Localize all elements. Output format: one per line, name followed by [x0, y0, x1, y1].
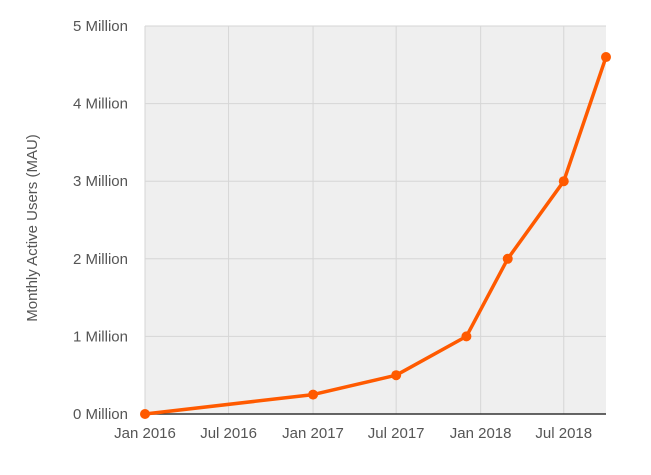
x-tick-label: Jan 2016	[114, 425, 176, 442]
data-point	[558, 176, 569, 187]
data-point	[140, 409, 150, 419]
y-tick-label: 0 Million	[73, 406, 128, 423]
plot-background	[145, 26, 606, 414]
y-tick-label: 2 Million	[73, 251, 128, 268]
x-tick-label: Jan 2017	[282, 425, 344, 442]
y-tick-label: 5 Million	[73, 18, 128, 35]
data-point	[391, 370, 402, 381]
gridlines	[144, 25, 606, 414]
y-axis-label: Monthly Active Users (MAU)	[24, 134, 41, 322]
x-tick-label: Jan 2018	[450, 425, 512, 442]
y-tick-label: 3 Million	[73, 173, 128, 190]
data-point	[461, 331, 472, 342]
series	[140, 52, 611, 419]
y-tick-label: 1 Million	[73, 328, 128, 345]
x-tick-label: Jul 2018	[535, 425, 592, 442]
x-tick-label: Jul 2016	[200, 425, 257, 442]
tick-labels: 0 Million 1 Million 2 Million 3 Million 4 Mi…	[73, 18, 592, 442]
x-tick-label: Jul 2017	[368, 425, 425, 442]
y-tick-label: 4 Million	[73, 96, 128, 113]
data-point	[601, 52, 611, 63]
data-point	[502, 253, 513, 264]
data-point	[308, 389, 319, 400]
